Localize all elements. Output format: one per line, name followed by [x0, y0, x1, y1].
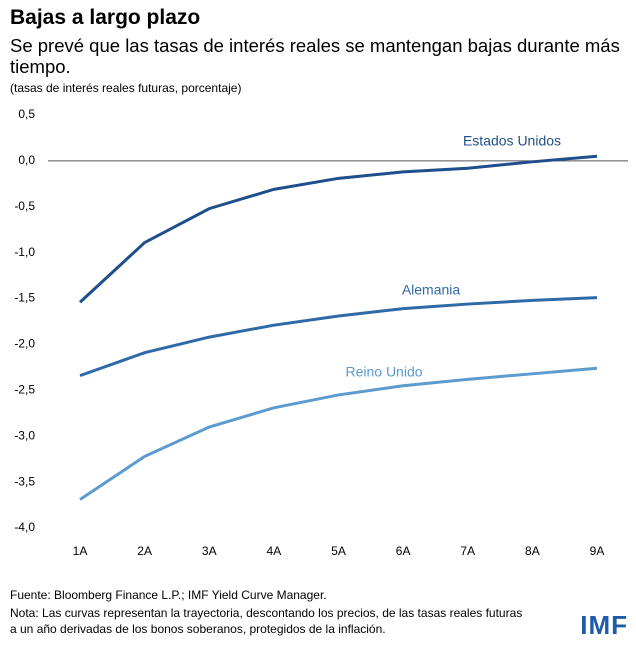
y-tick-label: 0,0	[18, 153, 35, 167]
logo: IMF	[580, 610, 628, 640]
series-label: Reino Unido	[345, 364, 422, 380]
y-tick-label: 0,5	[18, 107, 35, 121]
y-tick-label: -2,0	[14, 337, 35, 351]
y-tick-label: -0,5	[14, 199, 35, 213]
series-label: Alemania	[402, 282, 461, 298]
series-line	[78, 154, 598, 304]
series-label: Estados Unidos	[463, 133, 561, 149]
y-tick-label: -1,5	[14, 291, 35, 305]
x-tick-label: 4A	[267, 544, 282, 558]
y-tick-label: -1,0	[14, 245, 35, 259]
note-line: a un año derivadas de los bonos soberano…	[10, 622, 386, 636]
note: Nota: Las curvas representan la trayecto…	[10, 605, 522, 637]
y-tick-label: -4,0	[14, 520, 35, 534]
chart-title: Bajas a largo plazo	[10, 6, 201, 29]
y-tick-label: -3,5	[14, 474, 35, 488]
series-line	[79, 366, 598, 501]
x-tick-label: 9A	[590, 544, 605, 558]
x-tick-label: 8A	[525, 544, 540, 558]
y-tick-label: -2,5	[14, 383, 35, 397]
series-line	[79, 296, 598, 378]
unit-note: (tasas de interés reales futuras, porcen…	[10, 81, 242, 95]
chart-subtitle: Se prevé que las tasas de interés reales…	[10, 35, 620, 77]
x-tick-label: 7A	[460, 544, 475, 558]
source: Fuente: Bloomberg Finance L.P.; IMF Yiel…	[10, 588, 327, 602]
note-line: Nota: Las curvas representan la trayecto…	[10, 606, 523, 620]
y-tick-label: -3,0	[14, 428, 35, 442]
x-tick-label: 3A	[202, 544, 217, 558]
x-tick-label: 2A	[137, 544, 152, 558]
x-tick-label: 1A	[73, 544, 88, 558]
x-tick-label: 6A	[396, 544, 411, 558]
x-tick-label: 5A	[331, 544, 346, 558]
